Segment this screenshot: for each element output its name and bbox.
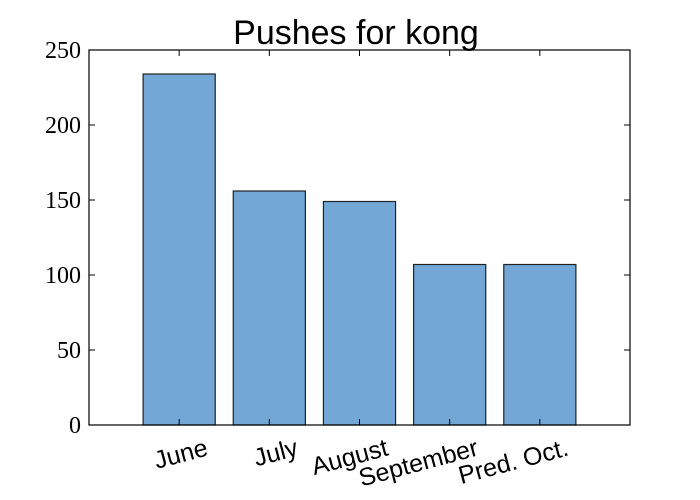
y-tick-label: 200: [45, 113, 81, 139]
y-tick-label: 250: [45, 38, 81, 64]
bar-september: [413, 263, 487, 426]
y-tick-label: 50: [57, 338, 81, 364]
x-tick-label: June: [151, 434, 211, 475]
bar-pred-oct: [503, 263, 577, 426]
chart-title: Pushes for kong: [233, 14, 479, 52]
bar-august: [322, 200, 397, 426]
y-tick-label: 100: [45, 263, 81, 289]
bar-june: [142, 73, 216, 426]
bars-group: [142, 73, 577, 426]
x-tick-label: July: [251, 434, 302, 473]
y-tick-label: 0: [69, 413, 81, 439]
y-tick-label: 150: [45, 188, 81, 214]
y-axis-ticks: 0 50 100 150 200 250: [45, 38, 630, 439]
bar-july: [232, 190, 306, 426]
